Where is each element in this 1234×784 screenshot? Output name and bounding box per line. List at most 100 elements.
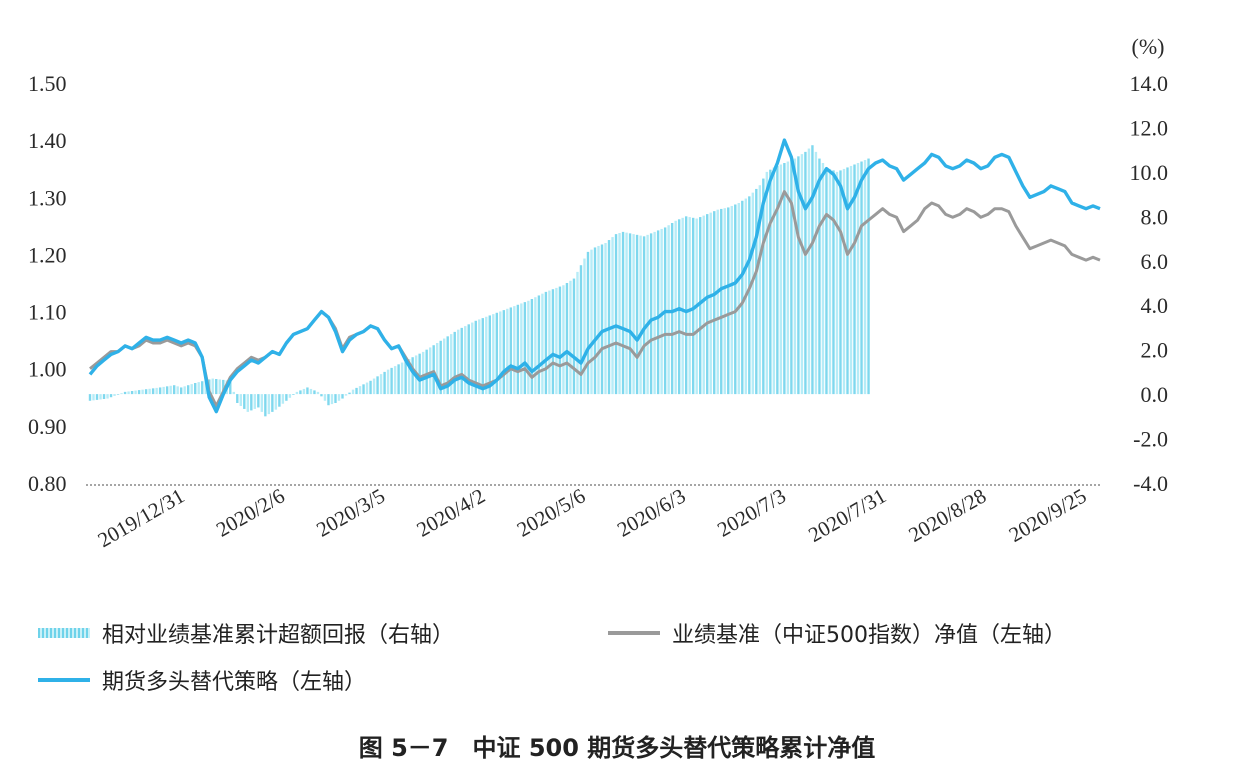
excess-return-bar	[621, 231, 625, 395]
excess-return-bar	[158, 387, 162, 395]
excess-return-bar	[709, 212, 712, 395]
excess-return-bar	[783, 163, 786, 395]
excess-return-bar	[95, 394, 99, 400]
excess-return-bar	[355, 387, 358, 395]
excess-return-bar	[509, 307, 513, 395]
legend-label-benchmark: 业绩基准（中证500指数）净值（左轴）	[672, 623, 1066, 648]
excess-return-bar	[288, 394, 292, 398]
right-tick-label: 10.0	[1130, 160, 1169, 185]
excess-return-bar	[755, 188, 758, 395]
right-axis-ticks: 14.0 12.0 10.0 8.0 6.0 4.0 2.0 0.0 -2.0 -4.0	[1130, 71, 1169, 496]
excess-return-bar	[292, 394, 295, 395]
excess-return-bar	[418, 353, 421, 395]
x-axis-ticks: 2019/12/31 2020/2/6 2020/3/5 2020/4/2 2020/5…	[94, 484, 1091, 553]
left-tick-label: 0.80	[28, 471, 67, 496]
excess-return-bar	[383, 371, 386, 395]
excess-return-bar	[597, 245, 600, 395]
excess-return-bar	[590, 249, 593, 395]
excess-return-bar	[337, 394, 341, 401]
excess-return-bar	[807, 148, 811, 395]
left-tick-label: 0.90	[28, 414, 67, 439]
excess-return-bar	[365, 382, 369, 395]
excess-return-bar	[572, 278, 576, 395]
excess-return-bar	[607, 240, 611, 395]
excess-return-bar	[88, 394, 92, 401]
excess-return-bar	[849, 165, 853, 395]
excess-return-bar	[660, 228, 663, 395]
excess-return-bar	[814, 151, 818, 395]
excess-return-bar	[646, 234, 649, 395]
excess-return-bar	[376, 376, 379, 395]
excess-return-bar	[699, 217, 702, 395]
excess-return-bar	[250, 394, 253, 411]
excess-return-bar	[604, 243, 607, 395]
excess-return-bar	[397, 364, 400, 395]
excess-return-bar	[179, 387, 183, 395]
excess-return-bar	[183, 386, 186, 395]
excess-return-bar	[327, 394, 330, 406]
excess-return-bar	[267, 394, 271, 415]
x-tick-label: 2020/2/6	[212, 484, 289, 542]
excess-return-bar	[691, 217, 695, 395]
excess-return-bar	[197, 382, 200, 395]
excess-return-bar	[492, 314, 495, 395]
legend-swatch-benchmark	[608, 631, 660, 635]
excess-return-bar	[495, 312, 499, 395]
excess-return-bar	[811, 145, 814, 395]
excess-return-bar	[863, 160, 867, 395]
excess-return-bar	[769, 169, 772, 395]
excess-return-bar	[379, 374, 383, 395]
excess-return-bar	[730, 205, 733, 395]
left-tick-label: 1.40	[28, 128, 67, 153]
excess-return-bar	[246, 394, 250, 412]
excess-return-bar	[860, 161, 863, 395]
excess-return-bar	[137, 390, 141, 395]
excess-return-bar	[400, 362, 404, 395]
excess-return-bar	[169, 385, 172, 395]
excess-return-bar	[614, 234, 618, 395]
excess-return-bar	[758, 185, 762, 395]
excess-return-bar	[720, 208, 723, 395]
excess-return-bar	[348, 392, 351, 395]
excess-return-bar	[106, 394, 109, 399]
excess-return-bar	[867, 158, 870, 395]
excess-return-bar	[457, 329, 460, 395]
left-tick-label: 1.50	[28, 71, 67, 96]
excess-return-bar	[257, 394, 260, 408]
excess-return-bar	[642, 236, 646, 395]
excess-return-bar	[649, 233, 653, 395]
excess-return-bar	[421, 351, 425, 395]
excess-return-bar	[464, 326, 467, 395]
excess-return-bar	[734, 204, 737, 395]
excess-return-bar	[478, 319, 481, 395]
excess-return-bar	[530, 299, 534, 395]
excess-return-bar	[776, 165, 779, 395]
excess-return-bar	[407, 359, 411, 395]
excess-return-bar	[362, 384, 365, 395]
excess-return-bar	[541, 293, 544, 395]
excess-return-bar	[748, 196, 751, 395]
excess-return-bar	[211, 378, 214, 395]
excess-return-bar	[194, 383, 197, 395]
excess-return-bar	[579, 265, 583, 395]
excess-return-bar	[569, 280, 572, 395]
excess-return-bar	[741, 200, 744, 395]
excess-return-bar	[201, 381, 204, 395]
excess-return-bar	[190, 384, 193, 395]
left-tick-label: 1.00	[28, 357, 67, 382]
excess-return-bar	[404, 360, 407, 395]
excess-return-bar	[520, 303, 523, 395]
excess-return-bar	[123, 391, 127, 395]
x-tick-label: 2020/7/31	[804, 484, 890, 547]
excess-return-bar	[677, 219, 681, 395]
excess-return-bar	[306, 387, 309, 395]
x-tick-label: 2019/12/31	[94, 484, 189, 553]
excess-return-bar	[618, 233, 621, 395]
excess-return-bar	[358, 386, 362, 395]
excess-return-bar	[285, 394, 288, 401]
excess-return-bars	[88, 145, 870, 417]
excess-return-bar	[253, 394, 257, 409]
excess-return-bar	[309, 388, 313, 395]
excess-return-bar	[635, 234, 639, 395]
excess-return-bar	[537, 295, 541, 395]
